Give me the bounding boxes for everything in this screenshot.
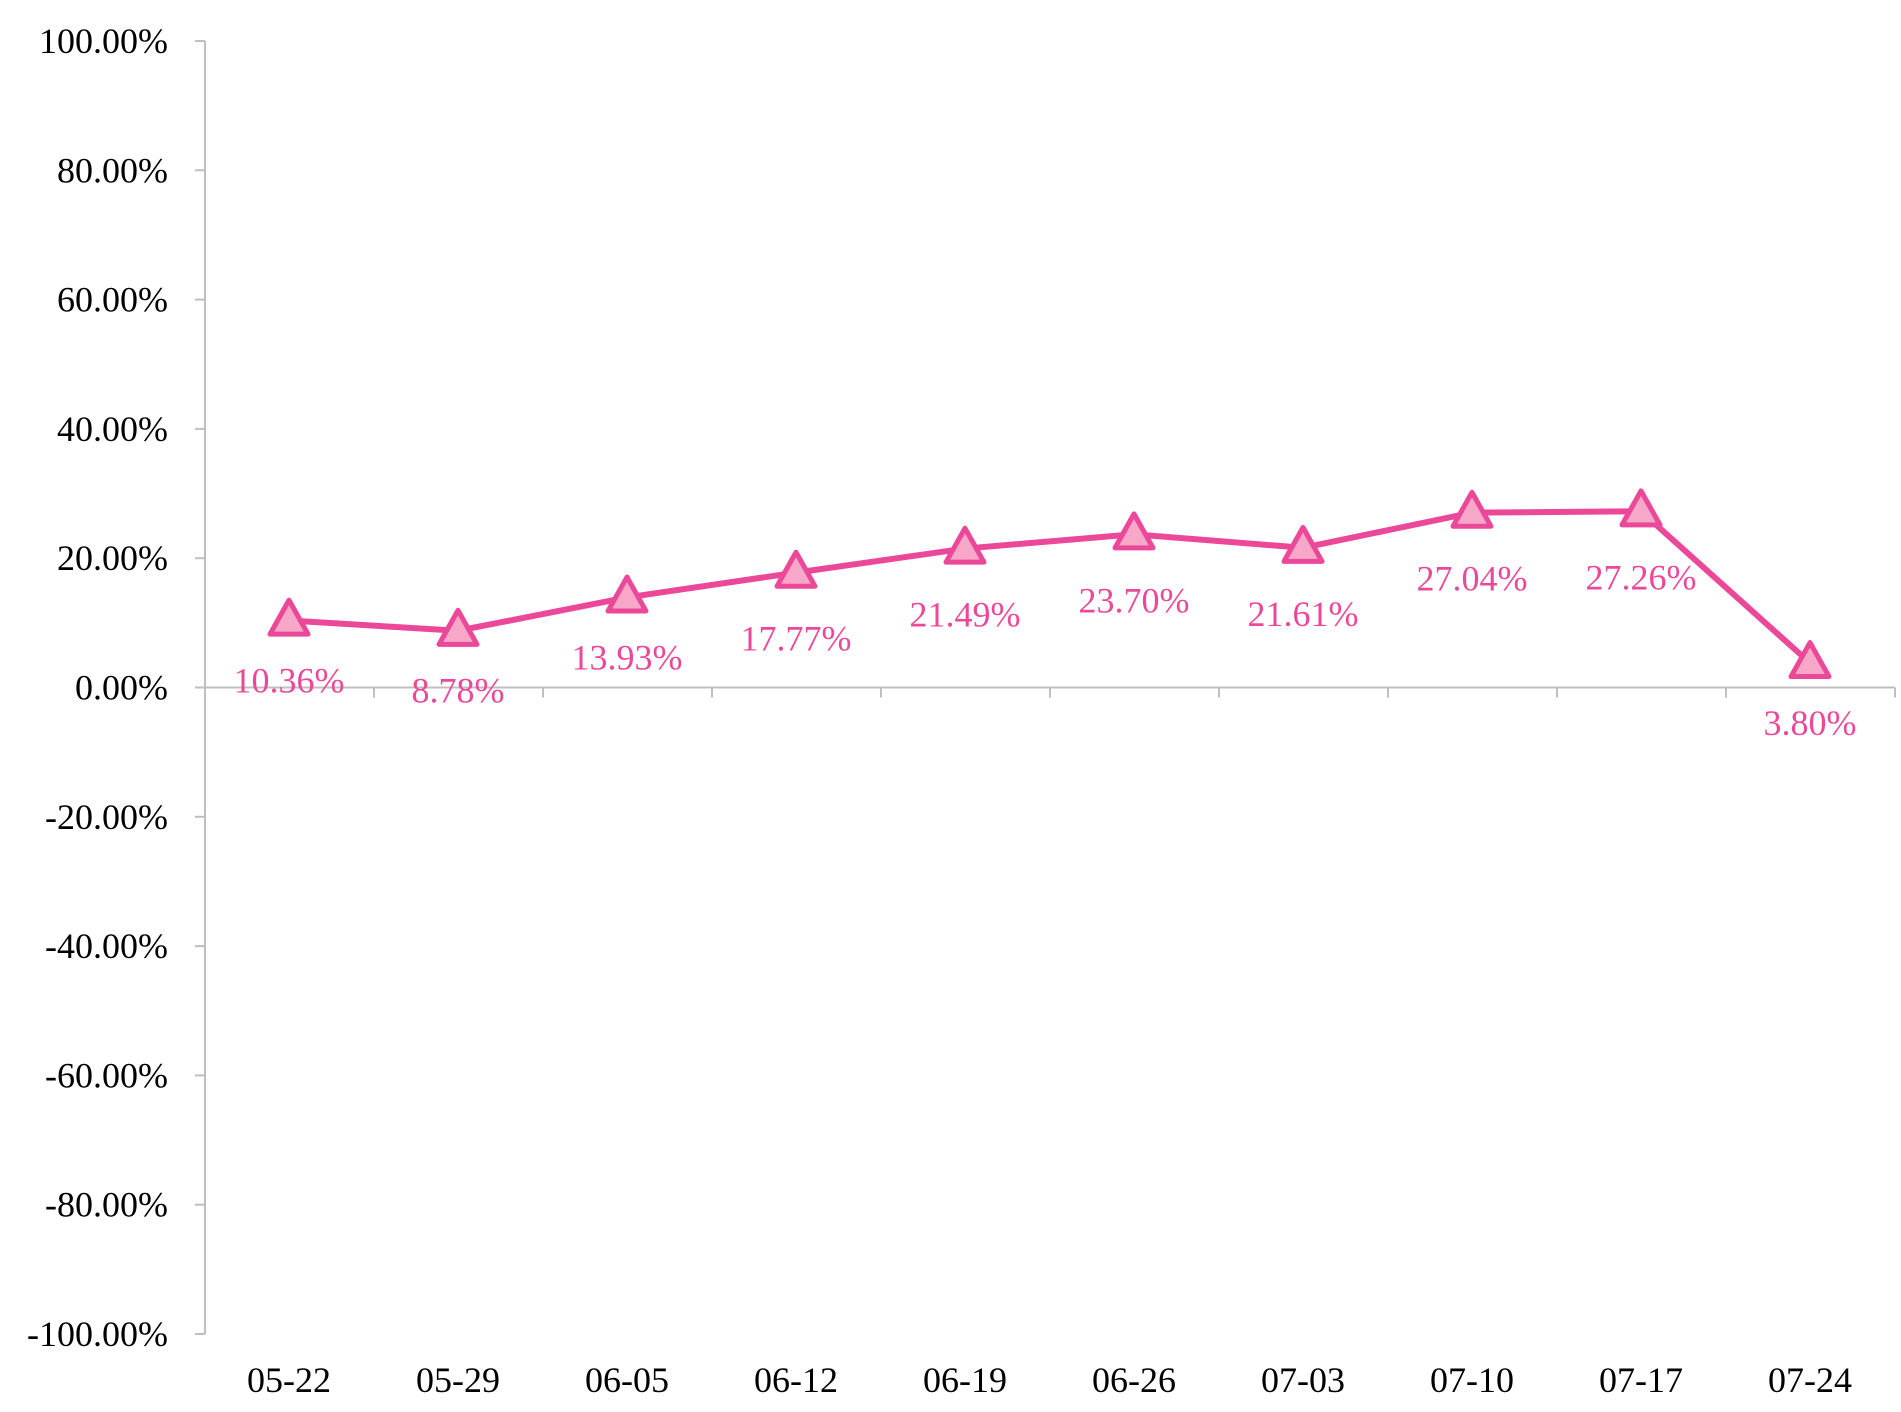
y-tick-label: -80.00% [45,1185,168,1225]
y-tick-label: 20.00% [57,538,168,578]
x-tick-label: 07-03 [1261,1360,1345,1400]
data-label: 27.04% [1417,559,1528,599]
triangle-marker [943,525,987,565]
series-line [286,508,1813,666]
x-tick-label: 05-22 [247,1360,331,1400]
data-label: 13.93% [572,637,683,677]
y-tick-label: -20.00% [45,797,168,837]
x-tick-label: 05-29 [416,1360,500,1400]
data-label: 17.77% [741,619,852,659]
data-label: 27.26% [1586,557,1697,597]
x-tick-label: 06-26 [1092,1360,1176,1400]
triangle-marker [267,597,311,637]
triangle-marker [774,549,818,589]
x-tick-label: 07-17 [1599,1360,1683,1400]
x-tick-label: 06-05 [585,1360,669,1400]
x-axis: 05-22 05-29 06-05 06-12 06-19 06-26 07-03 07-10… [204,686,1896,1400]
series-plot [267,488,1832,680]
y-axis: 100.00% 80.00% 60.00% 40.00% 20.00% 0.00% -20.… [27,21,206,1354]
triangle-marker [1619,488,1663,528]
y-tick-label: -60.00% [45,1055,168,1095]
triangle-marker [1450,489,1494,529]
y-tick-label: 0.00% [75,668,168,708]
data-label: 21.61% [1248,594,1359,634]
x-tick-label: 07-10 [1430,1360,1514,1400]
triangle-marker [436,607,480,647]
data-label: 8.78% [412,671,505,711]
triangle-marker [605,574,649,614]
y-tick-label: 60.00% [57,280,168,320]
data-label: 21.49% [910,595,1021,635]
y-tick-label: -40.00% [45,926,168,966]
x-tick-label: 06-12 [754,1360,838,1400]
data-labels: 10.36% 8.78% 13.93% 17.77% 21.49% 23.70% 21.61… [234,557,1857,743]
triangle-marker [1281,524,1325,564]
y-tick-label: 80.00% [57,150,168,190]
data-label: 10.36% [234,661,345,701]
y-tick-label: 100.00% [39,21,168,61]
data-label: 23.70% [1079,580,1190,620]
x-tick-label: 06-19 [923,1360,1007,1400]
x-tick-label: 07-24 [1768,1360,1852,1400]
y-tick-label: 40.00% [57,409,168,449]
triangle-marker [1112,511,1156,551]
data-label: 3.80% [1764,703,1857,743]
triangle-marker [1788,640,1832,680]
y-tick-label: -100.00% [27,1314,168,1354]
